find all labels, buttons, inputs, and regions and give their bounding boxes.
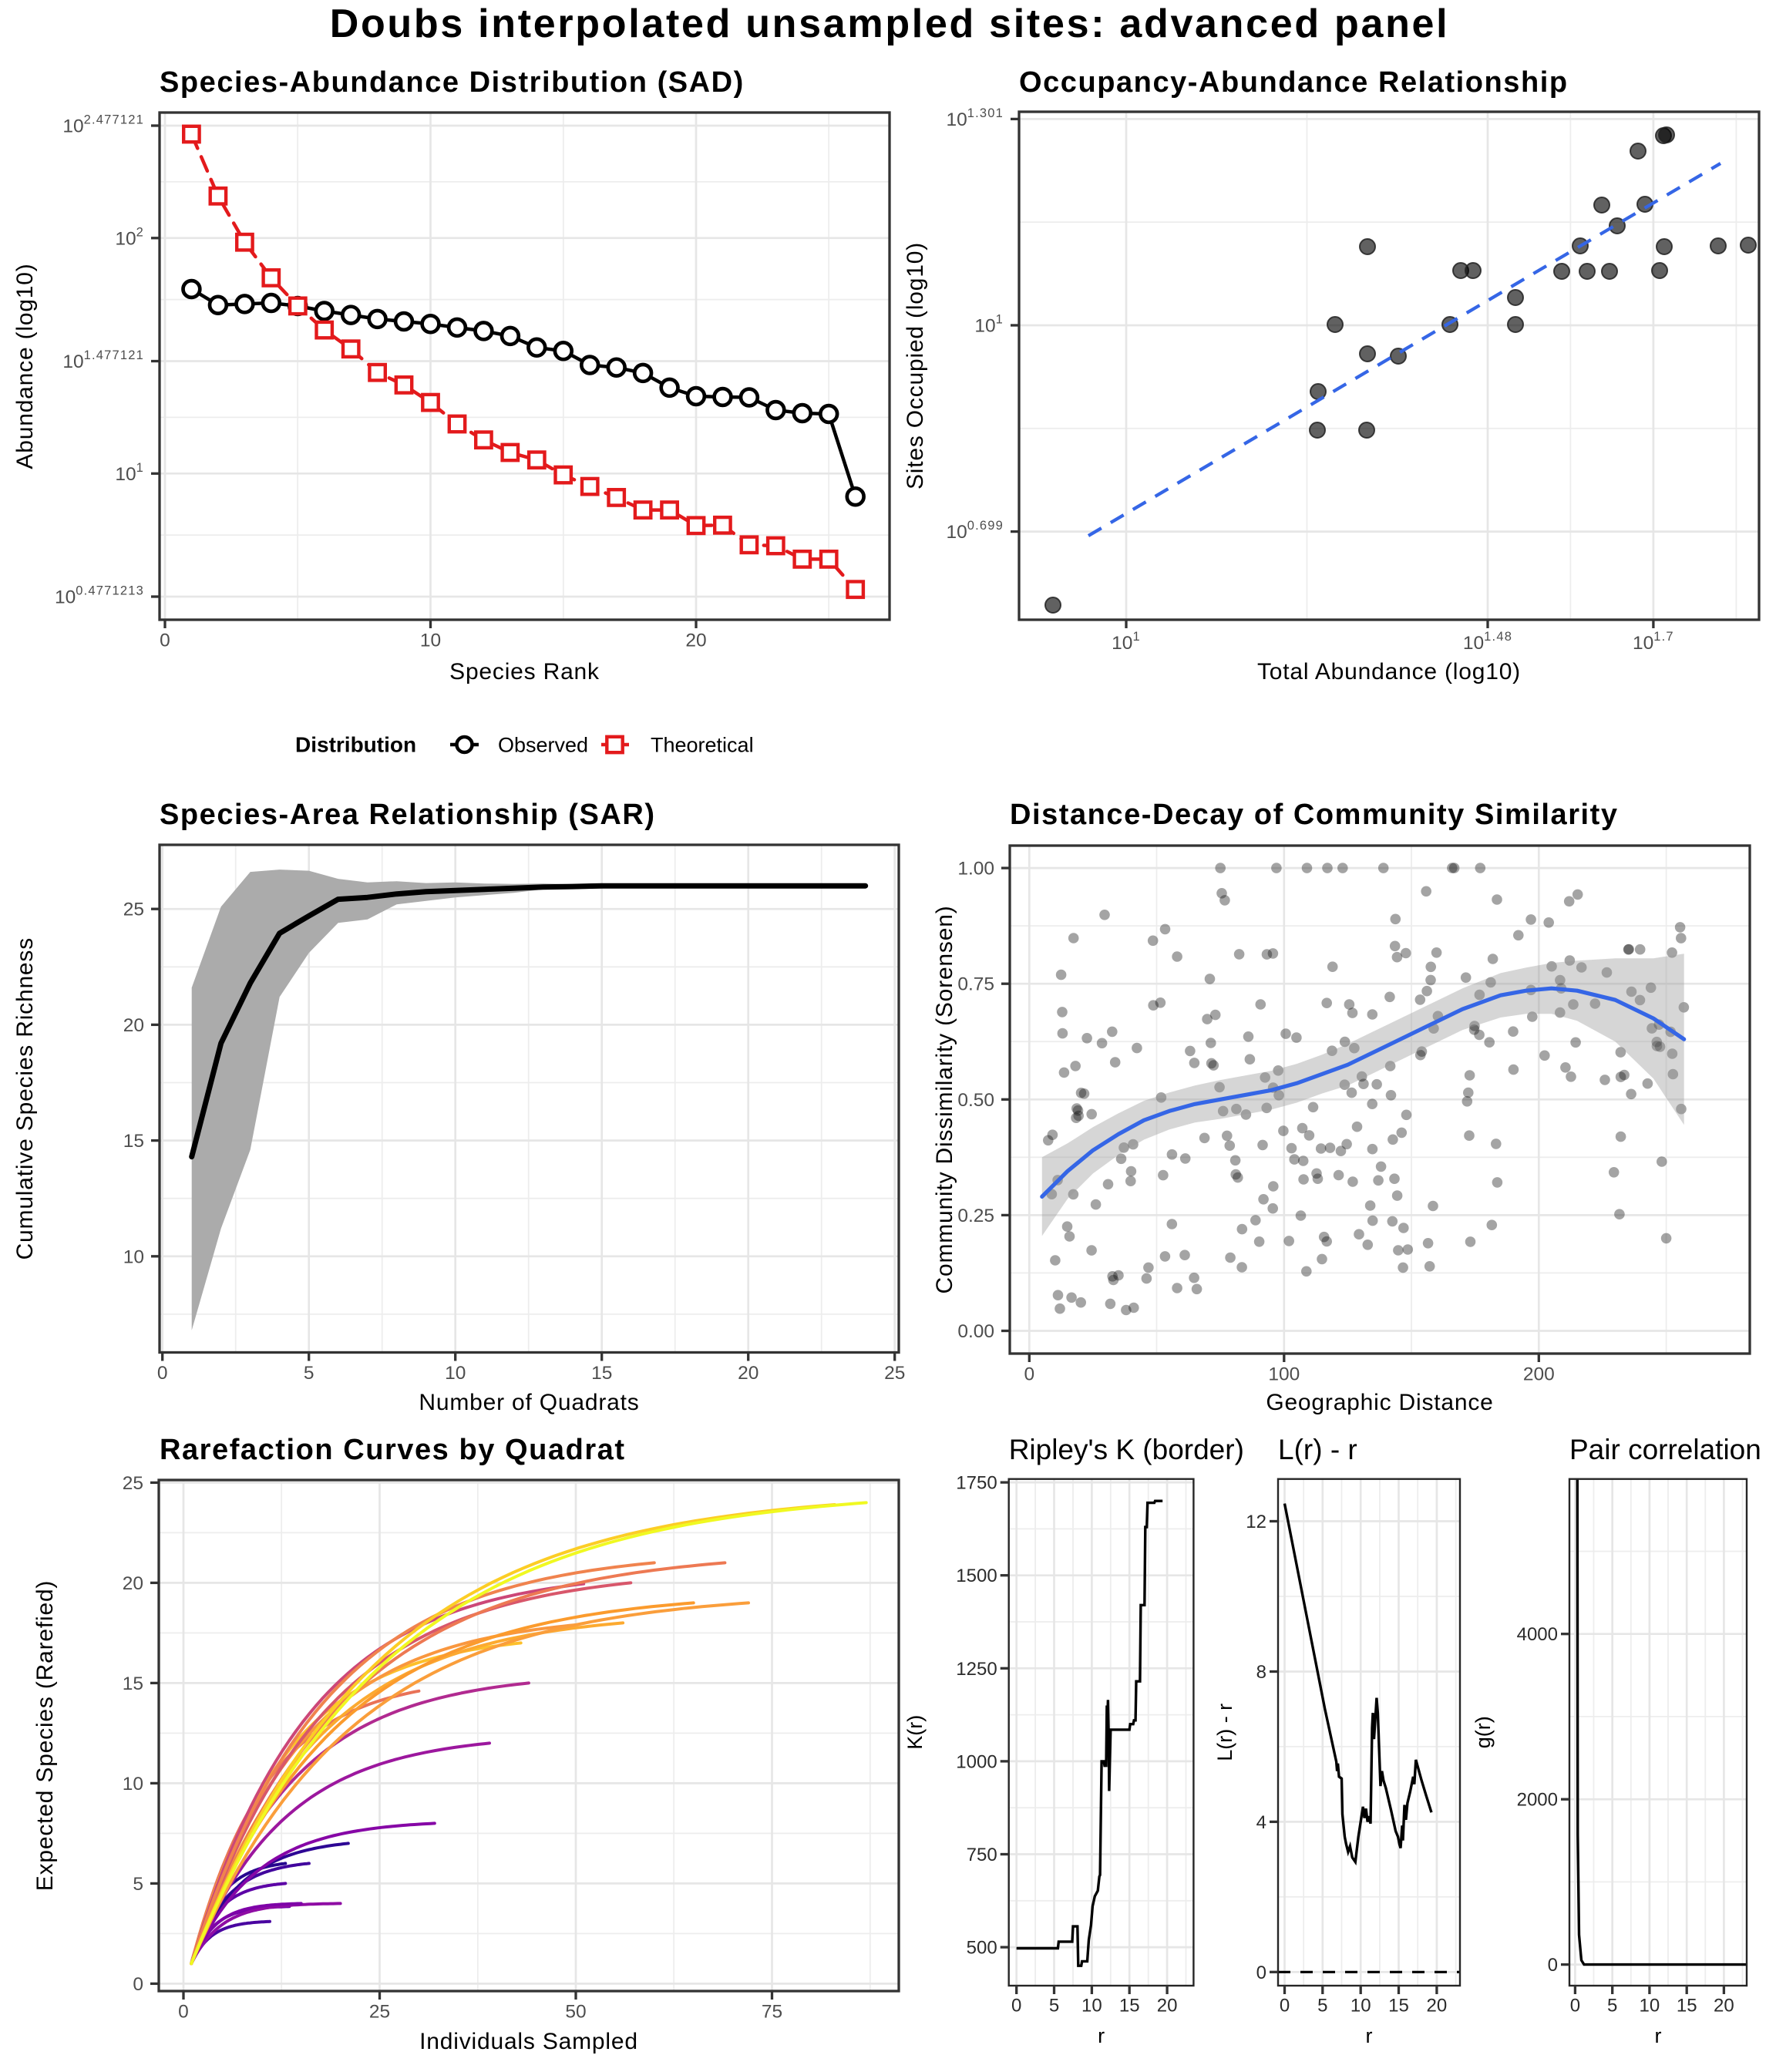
svg-text:15: 15: [591, 1363, 612, 1384]
svg-text:Distance-Decay of Community Si: Distance-Decay of Community Similarity: [1010, 799, 1619, 831]
svg-text:101.301: 101.301: [946, 106, 1004, 130]
svg-text:20: 20: [685, 631, 706, 651]
svg-text:102.477121: 102.477121: [62, 113, 144, 137]
svg-text:0.25: 0.25: [957, 1206, 994, 1226]
svg-text:101: 101: [1112, 630, 1141, 654]
svg-text:101.48: 101.48: [1463, 630, 1512, 654]
svg-text:4: 4: [1256, 1812, 1266, 1833]
svg-text:5: 5: [1317, 1996, 1327, 2016]
svg-text:25: 25: [369, 2002, 390, 2023]
svg-text:5: 5: [1607, 1996, 1617, 2016]
svg-text:L(r) - r: L(r) - r: [1278, 1434, 1357, 1465]
svg-text:0: 0: [1011, 1996, 1021, 2016]
svg-text:Abundance (log10): Abundance (log10): [12, 263, 38, 469]
svg-text:15: 15: [123, 1131, 144, 1152]
svg-text:0.75: 0.75: [957, 974, 994, 995]
svg-text:20: 20: [1714, 1996, 1734, 2016]
svg-text:0: 0: [1548, 1955, 1558, 1976]
svg-text:75: 75: [762, 2002, 782, 2023]
svg-text:L(r) - r: L(r) - r: [1213, 1704, 1236, 1761]
svg-text:10: 10: [1081, 1996, 1102, 2016]
svg-text:K(r): K(r): [903, 1715, 927, 1750]
svg-text:Cumulative Species Richness: Cumulative Species Richness: [12, 937, 38, 1260]
svg-text:25: 25: [123, 900, 144, 920]
svg-text:15: 15: [1388, 1996, 1409, 2016]
svg-text:Occupancy-Abundance Relationsh: Occupancy-Abundance Relationship: [1019, 66, 1569, 99]
svg-text:0: 0: [1024, 1364, 1034, 1385]
svg-text:20: 20: [1157, 1996, 1178, 2016]
svg-text:Total Abundance (log10): Total Abundance (log10): [1257, 659, 1521, 684]
svg-text:Species Rank: Species Rank: [449, 659, 600, 684]
svg-text:Expected Species (Rarefied): Expected Species (Rarefied): [32, 1580, 58, 1891]
svg-text:20: 20: [123, 1573, 143, 1594]
svg-text:101: 101: [115, 461, 144, 485]
svg-text:1250: 1250: [956, 1659, 997, 1680]
svg-text:10: 10: [123, 1774, 143, 1794]
svg-text:Sites Occupied (log10): Sites Occupied (log10): [903, 242, 928, 489]
svg-text:10: 10: [123, 1246, 144, 1267]
svg-text:5: 5: [1049, 1996, 1059, 2016]
svg-text:100.4771213: 100.4771213: [55, 584, 144, 608]
svg-text:Theoretical: Theoretical: [651, 734, 754, 757]
svg-text:1750: 1750: [956, 1473, 997, 1494]
svg-text:0.00: 0.00: [957, 1321, 994, 1342]
svg-text:10: 10: [1640, 1996, 1660, 2016]
svg-text:Species-Area Relationship (SAR: Species-Area Relationship (SAR): [160, 799, 656, 831]
svg-text:200: 200: [1523, 1364, 1555, 1385]
svg-text:Species-Abundance Distribution: Species-Abundance Distribution (SAD): [160, 66, 745, 99]
svg-text:101.7: 101.7: [1633, 630, 1674, 654]
svg-text:Individuals Sampled: Individuals Sampled: [419, 2029, 638, 2054]
svg-text:5: 5: [133, 1874, 143, 1895]
svg-text:1.00: 1.00: [957, 859, 994, 880]
svg-text:Number of Quadrats: Number of Quadrats: [419, 1390, 639, 1415]
svg-text:101.477121: 101.477121: [62, 348, 144, 372]
svg-text:Rarefaction Curves by Quadrat: Rarefaction Curves by Quadrat: [160, 1434, 626, 1466]
svg-text:500: 500: [967, 1938, 997, 1959]
svg-text:12: 12: [1246, 1512, 1266, 1532]
svg-text:1500: 1500: [956, 1566, 997, 1586]
svg-text:Distribution: Distribution: [295, 733, 416, 757]
svg-text:0: 0: [1570, 1996, 1580, 2016]
svg-text:5: 5: [304, 1363, 314, 1384]
svg-text:0.50: 0.50: [957, 1090, 994, 1111]
svg-text:0: 0: [1280, 1996, 1290, 2016]
svg-text:Community Dissimilarity (Soren: Community Dissimilarity (Sorensen): [932, 906, 957, 1294]
svg-text:25: 25: [884, 1363, 905, 1384]
svg-text:15: 15: [1119, 1996, 1140, 2016]
svg-text:4000: 4000: [1517, 1624, 1558, 1645]
svg-text:20: 20: [1427, 1996, 1448, 2016]
svg-text:50: 50: [565, 2002, 586, 2023]
svg-text:0: 0: [157, 1363, 168, 1384]
svg-text:15: 15: [123, 1673, 143, 1694]
svg-text:0: 0: [160, 631, 170, 651]
svg-text:8: 8: [1256, 1662, 1266, 1683]
svg-text:10: 10: [445, 1363, 466, 1384]
svg-text:Ripley's K (border): Ripley's K (border): [1009, 1434, 1244, 1465]
svg-text:r: r: [1366, 2024, 1373, 2047]
svg-text:100: 100: [1268, 1364, 1300, 1385]
svg-text:101: 101: [974, 313, 1004, 337]
svg-text:0: 0: [1256, 1963, 1266, 1983]
svg-text:0: 0: [133, 1974, 143, 1995]
svg-text:20: 20: [123, 1015, 144, 1036]
svg-text:10: 10: [420, 631, 441, 651]
svg-text:100.699: 100.699: [946, 519, 1004, 543]
svg-text:10: 10: [1350, 1996, 1371, 2016]
svg-text:0: 0: [178, 2002, 189, 2023]
svg-text:20: 20: [738, 1363, 758, 1384]
svg-text:Observed: Observed: [498, 734, 588, 757]
svg-text:15: 15: [1677, 1996, 1697, 2016]
svg-text:750: 750: [967, 1845, 997, 1865]
svg-text:Geographic Distance: Geographic Distance: [1266, 1390, 1493, 1415]
svg-text:r: r: [1655, 2024, 1662, 2047]
svg-text:r: r: [1098, 2024, 1105, 2047]
svg-text:25: 25: [123, 1473, 143, 1494]
svg-text:1000: 1000: [956, 1751, 997, 1772]
svg-text:Doubs interpolated unsampled s: Doubs interpolated unsampled sites: adva…: [330, 2, 1450, 46]
svg-text:102: 102: [115, 225, 144, 249]
svg-text:2000: 2000: [1517, 1790, 1558, 1811]
svg-text:Pair correlation: Pair correlation: [1569, 1434, 1761, 1465]
svg-text:g(r): g(r): [1472, 1716, 1495, 1748]
